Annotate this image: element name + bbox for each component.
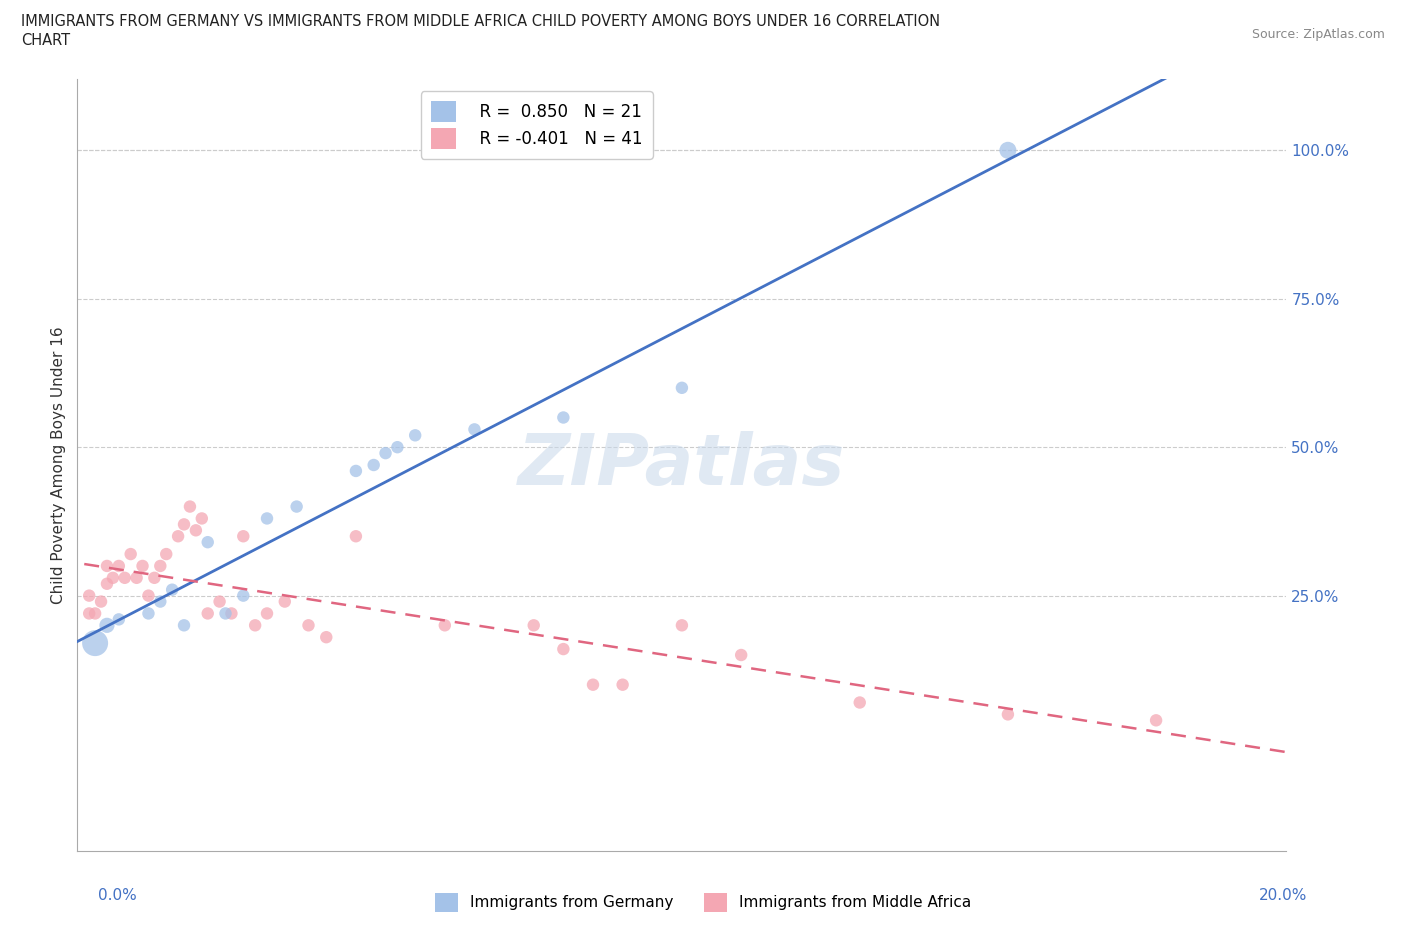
Point: [84, 636, 107, 651]
Legend: Immigrants from Germany, Immigrants from Middle Africa: Immigrants from Germany, Immigrants from…: [429, 887, 977, 918]
Point: [285, 499, 308, 514]
Point: [553, 642, 575, 657]
Point: [167, 529, 190, 544]
Point: [90, 594, 112, 609]
Point: [523, 618, 546, 632]
Point: [96, 559, 118, 574]
Point: [143, 570, 166, 585]
Point: [108, 612, 131, 627]
Point: [125, 570, 148, 585]
Point: [173, 618, 195, 632]
Point: [160, 582, 183, 597]
Text: 0.0%: 0.0%: [98, 888, 138, 903]
Point: [404, 428, 426, 443]
Point: [553, 410, 575, 425]
Point: [214, 606, 236, 621]
Point: [243, 618, 266, 632]
Point: [101, 570, 124, 585]
Point: [96, 577, 118, 591]
Point: [671, 380, 693, 395]
Point: [344, 463, 367, 478]
Point: [997, 707, 1019, 722]
Point: [730, 647, 752, 662]
Point: [315, 630, 337, 644]
Point: [374, 445, 396, 460]
Text: IMMIGRANTS FROM GERMANY VS IMMIGRANTS FROM MIDDLE AFRICA CHILD POVERTY AMONG BOY: IMMIGRANTS FROM GERMANY VS IMMIGRANTS FR…: [21, 14, 941, 29]
Point: [363, 458, 385, 472]
Point: [612, 677, 634, 692]
Text: ZIPatlas: ZIPatlas: [519, 431, 845, 499]
Point: [344, 529, 367, 544]
Point: [997, 143, 1019, 158]
Text: 20.0%: 20.0%: [1260, 888, 1308, 903]
Point: [138, 588, 160, 603]
Point: [221, 606, 243, 621]
Point: [297, 618, 319, 632]
Point: [184, 523, 207, 538]
Point: [197, 606, 219, 621]
Point: [208, 594, 231, 609]
Point: [179, 499, 201, 514]
Text: CHART: CHART: [21, 33, 70, 47]
Point: [108, 559, 131, 574]
Point: [256, 511, 278, 525]
Point: [197, 535, 219, 550]
Point: [77, 606, 100, 621]
Point: [1144, 713, 1167, 728]
Point: [848, 695, 870, 710]
Point: [149, 559, 172, 574]
Point: [173, 517, 195, 532]
Point: [77, 588, 100, 603]
Point: [84, 606, 107, 621]
Point: [149, 594, 172, 609]
Point: [671, 618, 693, 632]
Point: [96, 618, 118, 632]
Point: [232, 529, 254, 544]
Point: [155, 547, 177, 562]
Legend:   R =  0.850   N = 21,   R = -0.401   N = 41: R = 0.850 N = 21, R = -0.401 N = 41: [420, 91, 652, 159]
Point: [463, 422, 485, 437]
Point: [274, 594, 297, 609]
Text: Source: ZipAtlas.com: Source: ZipAtlas.com: [1251, 28, 1385, 41]
Point: [433, 618, 456, 632]
Point: [256, 606, 278, 621]
Point: [120, 547, 142, 562]
Point: [387, 440, 409, 455]
Point: [138, 606, 160, 621]
Point: [114, 570, 136, 585]
Point: [191, 511, 214, 525]
Point: [131, 559, 153, 574]
Point: [582, 677, 605, 692]
Point: [232, 588, 254, 603]
Y-axis label: Child Poverty Among Boys Under 16: Child Poverty Among Boys Under 16: [51, 326, 66, 604]
